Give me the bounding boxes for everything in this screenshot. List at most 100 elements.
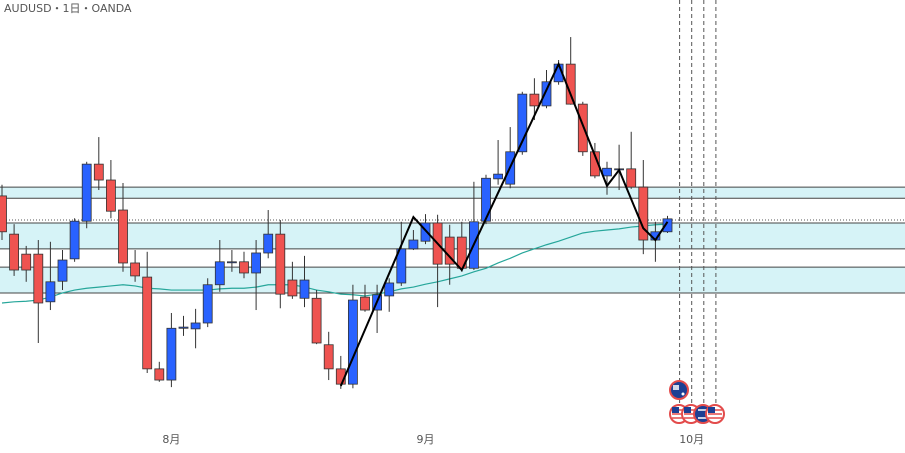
candle-body [33, 253, 44, 304]
candle-body [529, 93, 540, 107]
candle-body [69, 220, 80, 260]
candle [166, 312, 177, 388]
candle-body [481, 177, 491, 222]
candle-body [190, 322, 201, 330]
candle [130, 250, 141, 282]
candle [81, 161, 92, 229]
candle [118, 182, 128, 272]
candle [0, 184, 7, 241]
candle-body [21, 253, 32, 271]
candle-body [106, 179, 116, 212]
candle-body [590, 151, 600, 177]
candle-body [299, 279, 310, 299]
candle-body [202, 284, 213, 324]
candle [505, 127, 516, 189]
candle [57, 250, 68, 291]
candle-body [118, 209, 128, 264]
candle-body [57, 259, 68, 282]
candle-body [0, 195, 7, 233]
x-tick-label: 10月 [679, 433, 704, 446]
candle [251, 240, 262, 311]
candle [529, 78, 540, 121]
candle-body [275, 233, 286, 295]
candle-body [226, 261, 237, 264]
moving-average [1, 223, 668, 304]
candle-body [396, 248, 407, 284]
candle [45, 241, 56, 311]
candle-body [93, 163, 104, 181]
candle [323, 331, 334, 381]
candle [226, 250, 237, 272]
candle [517, 91, 528, 155]
candle [275, 220, 286, 309]
candle [142, 251, 153, 373]
candle [614, 144, 624, 191]
candle-body [541, 81, 552, 107]
candle-body [662, 218, 673, 233]
candle [408, 230, 419, 251]
candle-body [130, 262, 141, 277]
candle-body [602, 167, 612, 177]
candle-body [638, 186, 649, 241]
candle-body [142, 276, 153, 370]
x-tick-label: 9月 [417, 433, 435, 446]
candle-body [347, 299, 358, 385]
candle-body [577, 103, 588, 153]
candle [93, 137, 104, 191]
candle [481, 174, 491, 225]
candle-body [154, 368, 165, 381]
x-tick-label: 8月 [162, 433, 180, 446]
candle [178, 315, 189, 336]
candle-body [251, 252, 262, 274]
candle [33, 240, 44, 343]
candle-body [517, 93, 528, 153]
candle [311, 290, 322, 345]
candle [384, 278, 395, 312]
candle-body [9, 233, 20, 271]
candle-body [45, 281, 56, 303]
candle-body [166, 327, 177, 381]
candle-body [263, 233, 274, 254]
zone [0, 187, 905, 199]
candle-body [360, 296, 370, 311]
candle-body [311, 297, 322, 344]
candle [214, 240, 225, 292]
candle-body [493, 173, 504, 180]
candle [299, 255, 310, 308]
candle-body [408, 239, 419, 250]
us-event-icons [669, 404, 725, 424]
au-event-icon [669, 380, 689, 400]
candle [69, 218, 80, 262]
candle [21, 245, 32, 282]
candle [347, 284, 358, 389]
candle [239, 251, 249, 279]
candle [360, 284, 370, 312]
candle [9, 224, 20, 276]
candle [590, 142, 600, 179]
candle [493, 140, 504, 185]
candle [106, 160, 116, 219]
candle-body [626, 168, 637, 188]
candle [263, 210, 274, 259]
candle [638, 160, 649, 255]
zigzag [339, 61, 669, 387]
event-icons [669, 380, 725, 424]
candle [154, 361, 165, 382]
candle-body [287, 279, 298, 297]
candle [626, 131, 637, 189]
candle-body [214, 261, 225, 286]
candle [577, 101, 588, 156]
candle [202, 278, 213, 328]
chart-title: AUDUSD・1日・OANDA [4, 2, 132, 15]
candle [287, 261, 298, 299]
candle-body [384, 282, 395, 297]
candle-body [178, 326, 189, 329]
candle-body [239, 261, 249, 274]
candle [190, 308, 201, 349]
candle-body [81, 163, 92, 222]
candle-body [323, 344, 334, 370]
candle-body [420, 222, 431, 242]
candle [662, 215, 673, 233]
candle [396, 221, 407, 286]
